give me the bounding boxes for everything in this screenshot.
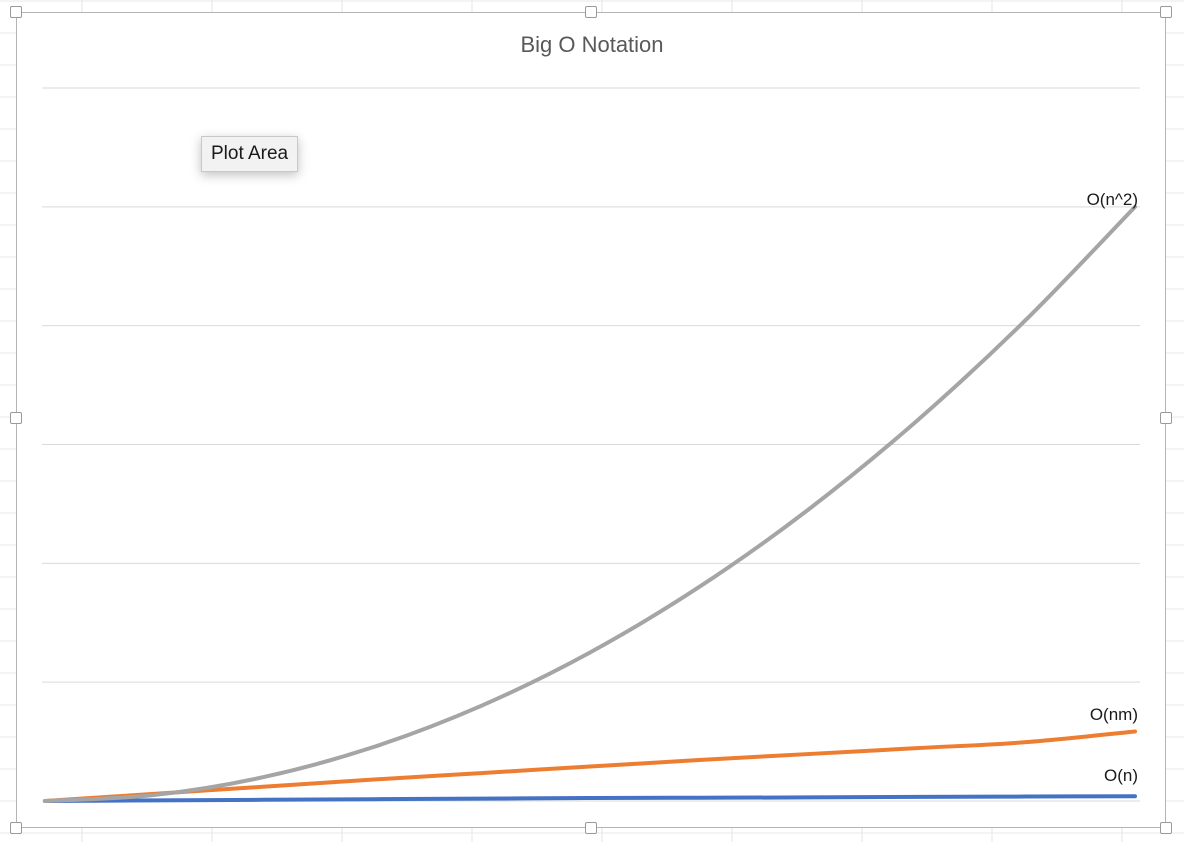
series-line-o-n-squared-point[interactable] (1024, 318, 1028, 322)
series-line-o-n-point[interactable] (806, 795, 810, 799)
series-line-o-n-point[interactable] (370, 797, 374, 801)
series-line-o-n[interactable] (43, 794, 1137, 803)
series-label-o-n[interactable]: O(n) (1104, 766, 1138, 785)
series-line-o-n-squared-point[interactable] (43, 799, 47, 803)
resize-handle-top-left[interactable] (10, 6, 22, 18)
series-line-o-n-point[interactable] (1133, 794, 1137, 798)
series-line-o-n-point[interactable] (1024, 795, 1028, 799)
series-line-o-nm-point[interactable] (261, 785, 265, 789)
series-line-o-nm-point[interactable] (370, 778, 374, 782)
resize-handle-top-right[interactable] (1160, 6, 1172, 18)
resize-handle-middle-left[interactable] (10, 412, 22, 424)
series-line-o-nm-point[interactable] (588, 765, 592, 769)
series-line-o-n-squared-point[interactable] (152, 793, 156, 797)
resize-handle-top-center[interactable] (585, 6, 597, 18)
gridlines (42, 87, 1140, 802)
series-line-o-n-squared-point[interactable] (261, 775, 265, 779)
series-line-o-n-squared-point[interactable] (915, 419, 919, 423)
series-label-o-n-squared[interactable]: O(n^2) (1086, 190, 1138, 209)
series-line-o-n-squared-point[interactable] (588, 650, 592, 654)
series-line-o-n-squared-point[interactable] (806, 508, 810, 512)
series-line-o-nm-point[interactable] (806, 752, 810, 756)
series-line-o-nm-point[interactable] (697, 758, 701, 762)
resize-handle-bottom-left[interactable] (10, 822, 22, 834)
series-line-o-n-squared-point[interactable] (697, 585, 701, 589)
series-line-o-n-point[interactable] (479, 797, 483, 801)
series-line-o-nm[interactable] (43, 729, 1137, 803)
series-lines (43, 204, 1137, 803)
series-line-o-n-squared-point[interactable] (370, 746, 374, 750)
series-line-o-n-point[interactable] (915, 795, 919, 799)
chart-title[interactable]: Big O Notation (520, 32, 664, 57)
series-line-o-nm-point[interactable] (479, 771, 483, 775)
series-label-o-nm[interactable]: O(nm) (1089, 705, 1138, 724)
plot-area-tooltip: Plot Area (201, 136, 299, 172)
series-line-o-n-squared-point[interactable] (479, 704, 483, 708)
series-line-o-nm-point[interactable] (1024, 740, 1028, 744)
series-line-o-nm-point[interactable] (915, 746, 919, 750)
series-line-o-n-squared[interactable] (43, 204, 1137, 803)
series-line-o-nm-point[interactable] (1133, 729, 1137, 733)
resize-handle-middle-right[interactable] (1160, 412, 1172, 424)
resize-handle-bottom-right[interactable] (1160, 822, 1172, 834)
series-line-o-n-point[interactable] (261, 798, 265, 802)
resize-handle-bottom-center[interactable] (585, 822, 597, 834)
series-line-o-n-point[interactable] (697, 796, 701, 800)
series-line-o-n-point[interactable] (152, 798, 156, 802)
series-line-o-n-point[interactable] (588, 796, 592, 800)
